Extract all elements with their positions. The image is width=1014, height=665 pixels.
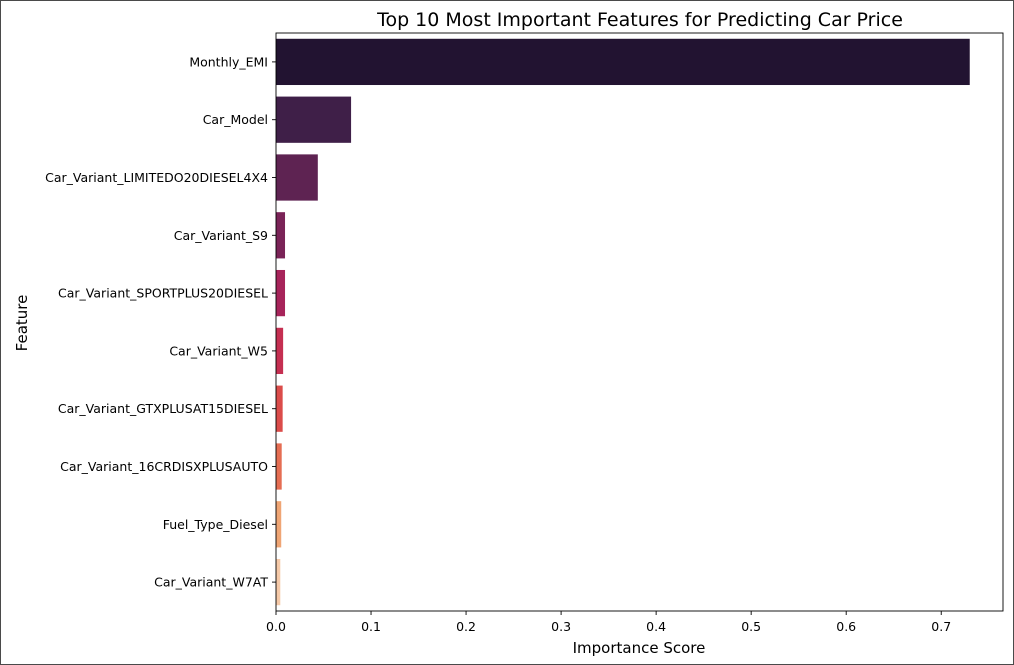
y-tick-labels: Monthly_EMI Car_Model Car_Variant_LIMITEDO… (45, 54, 276, 590)
y-tick-label: Car_Variant_16CRDISXPLUSAUTO (60, 459, 268, 474)
x-tick-label: 0.0 (266, 619, 286, 634)
bar (276, 327, 284, 375)
y-tick-label: Car_Variant_W7AT (154, 575, 268, 590)
x-axis-label: Importance Score (573, 639, 706, 657)
x-tick-label: 0.2 (456, 619, 476, 634)
chart-title: Top 10 Most Important Features for Predi… (376, 9, 903, 31)
y-tick-label: Car_Model (203, 112, 268, 127)
bar (276, 501, 282, 548)
plot-area-frame (275, 32, 1004, 612)
bar (276, 269, 286, 317)
bars-group (276, 38, 970, 606)
y-tick-label: Car_Variant_S9 (174, 228, 268, 243)
x-tick-label: 0.7 (931, 619, 951, 634)
y-tick-label: Car_Variant_SPORTPLUS20DIESEL (58, 286, 268, 301)
bar (276, 212, 286, 259)
y-tick-label: Fuel_Type_Diesel (163, 517, 268, 532)
bar (276, 38, 970, 86)
x-tick-label: 0.1 (361, 619, 381, 634)
bar (276, 154, 318, 201)
y-tick-label: Car_Variant_LIMITEDO20DIESEL4X4 (45, 170, 268, 185)
bar (276, 385, 283, 432)
bar (276, 558, 281, 606)
y-tick-label: Monthly_EMI (189, 54, 268, 69)
x-tick-label: 0.5 (741, 619, 761, 634)
y-axis-label: Feature (13, 295, 31, 352)
y-tick-label: Car_Variant_GTXPLUSAT15DIESEL (58, 401, 268, 416)
bar (276, 96, 352, 143)
x-ticks: 0.0 0.1 0.2 0.3 0.4 0.5 0.6 0.7 (266, 611, 951, 634)
bar (276, 443, 282, 490)
x-tick-label: 0.4 (646, 619, 666, 634)
y-tick-label: Car_Variant_W5 (169, 343, 268, 358)
x-tick-label: 0.6 (836, 619, 856, 634)
x-tick-label: 0.3 (551, 619, 571, 634)
